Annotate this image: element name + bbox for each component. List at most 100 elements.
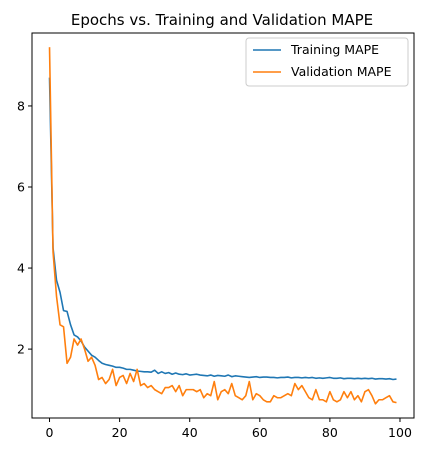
validation-data-point bbox=[84, 349, 85, 350]
validation-data-point bbox=[101, 377, 102, 378]
validation-data-point bbox=[343, 391, 344, 392]
training-data-point bbox=[123, 368, 124, 369]
validation-data-point bbox=[235, 395, 236, 396]
validation-data-point bbox=[333, 399, 334, 400]
x-tick-label: 60 bbox=[252, 425, 268, 440]
validation-data-point bbox=[151, 385, 152, 386]
validation-data-point bbox=[154, 389, 155, 390]
training-data-point bbox=[361, 378, 362, 379]
training-data-point bbox=[186, 373, 187, 374]
legend: Training MAPE Validation MAPE bbox=[245, 37, 409, 87]
validation-data-point bbox=[98, 379, 99, 380]
validation-data-point bbox=[172, 385, 173, 386]
validation-data-point bbox=[385, 397, 386, 398]
training-data-point bbox=[350, 378, 351, 379]
training-data-point bbox=[207, 375, 208, 376]
validation-data-point bbox=[182, 395, 183, 396]
validation-data-point bbox=[263, 399, 264, 400]
validation-data-point bbox=[294, 383, 295, 384]
training-data-point bbox=[165, 373, 166, 374]
training-data-point bbox=[340, 377, 341, 378]
validation-data-point bbox=[350, 391, 351, 392]
training-data-point bbox=[287, 376, 288, 377]
training-data-point bbox=[368, 378, 369, 379]
validation-data-point bbox=[105, 383, 106, 384]
validation-data-point bbox=[203, 397, 204, 398]
x-tick-label: 100 bbox=[388, 425, 412, 440]
training-data-point bbox=[210, 374, 211, 375]
training-data-point bbox=[266, 376, 267, 377]
validation-mape-line bbox=[48, 47, 397, 405]
validation-data-point bbox=[368, 389, 369, 390]
training-data-point bbox=[326, 377, 327, 378]
training-data-point bbox=[189, 374, 190, 375]
validation-data-point bbox=[389, 395, 390, 396]
training-data-point bbox=[140, 371, 141, 372]
y-axis-ticks: 2 4 6 8 bbox=[17, 98, 32, 357]
training-data-point bbox=[203, 375, 204, 376]
training-data-point bbox=[371, 378, 372, 379]
series-validation bbox=[48, 47, 397, 405]
training-data-point bbox=[231, 376, 232, 377]
training-data-point bbox=[154, 370, 155, 371]
training-data-point bbox=[291, 377, 292, 378]
training-data-point bbox=[130, 369, 131, 370]
training-data-point bbox=[298, 377, 299, 378]
validation-data-point bbox=[217, 399, 218, 400]
training-data-point bbox=[87, 351, 88, 352]
training-data-point bbox=[389, 378, 390, 379]
training-data-point bbox=[385, 378, 386, 379]
training-data-point bbox=[182, 374, 183, 375]
training-data-point bbox=[270, 377, 271, 378]
training-data-point bbox=[308, 377, 309, 378]
x-tick-label: 20 bbox=[112, 425, 128, 440]
training-data-point bbox=[126, 369, 127, 370]
training-data-point bbox=[256, 376, 257, 377]
training-data-point bbox=[235, 375, 236, 376]
validation-data-point bbox=[382, 399, 383, 400]
validation-data-point bbox=[308, 397, 309, 398]
training-data-point bbox=[228, 374, 229, 375]
validation-data-point bbox=[305, 391, 306, 392]
validation-data-point bbox=[336, 401, 337, 402]
validation-data-point bbox=[207, 393, 208, 394]
validation-data-point bbox=[63, 326, 64, 327]
validation-data-point bbox=[245, 395, 246, 396]
training-data-point bbox=[214, 376, 215, 377]
y-tick-label: 2 bbox=[17, 342, 25, 357]
validation-data-point bbox=[59, 324, 60, 325]
training-data-point bbox=[70, 324, 71, 325]
validation-data-point bbox=[161, 393, 162, 394]
training-data-point bbox=[294, 377, 295, 378]
training-data-point bbox=[378, 378, 379, 379]
validation-data-point bbox=[91, 357, 92, 358]
training-data-point bbox=[105, 364, 106, 365]
training-data-point bbox=[315, 378, 316, 379]
validation-data-point bbox=[73, 338, 74, 339]
validation-data-point bbox=[133, 381, 134, 382]
validation-data-point bbox=[231, 383, 232, 384]
training-data-point bbox=[357, 378, 358, 379]
training-data-point bbox=[66, 311, 67, 312]
training-data-point bbox=[396, 378, 397, 379]
validation-data-point bbox=[249, 381, 250, 382]
validation-data-point bbox=[326, 401, 327, 402]
validation-data-point bbox=[186, 389, 187, 390]
validation-data-point bbox=[256, 393, 257, 394]
training-data-point bbox=[217, 375, 218, 376]
training-data-point bbox=[101, 363, 102, 364]
validation-data-point bbox=[340, 399, 341, 400]
series-lines bbox=[48, 47, 397, 405]
validation-data-point bbox=[242, 399, 243, 400]
training-data-point bbox=[112, 366, 113, 367]
validation-data-point bbox=[80, 338, 81, 339]
training-data-point bbox=[242, 376, 243, 377]
training-data-point bbox=[259, 377, 260, 378]
validation-data-point bbox=[200, 389, 201, 390]
training-data-point bbox=[375, 378, 376, 379]
validation-data-point bbox=[357, 395, 358, 396]
validation-data-point bbox=[329, 391, 330, 392]
validation-data-point bbox=[52, 251, 53, 252]
validation-data-point bbox=[196, 391, 197, 392]
training-data-point bbox=[119, 367, 120, 368]
